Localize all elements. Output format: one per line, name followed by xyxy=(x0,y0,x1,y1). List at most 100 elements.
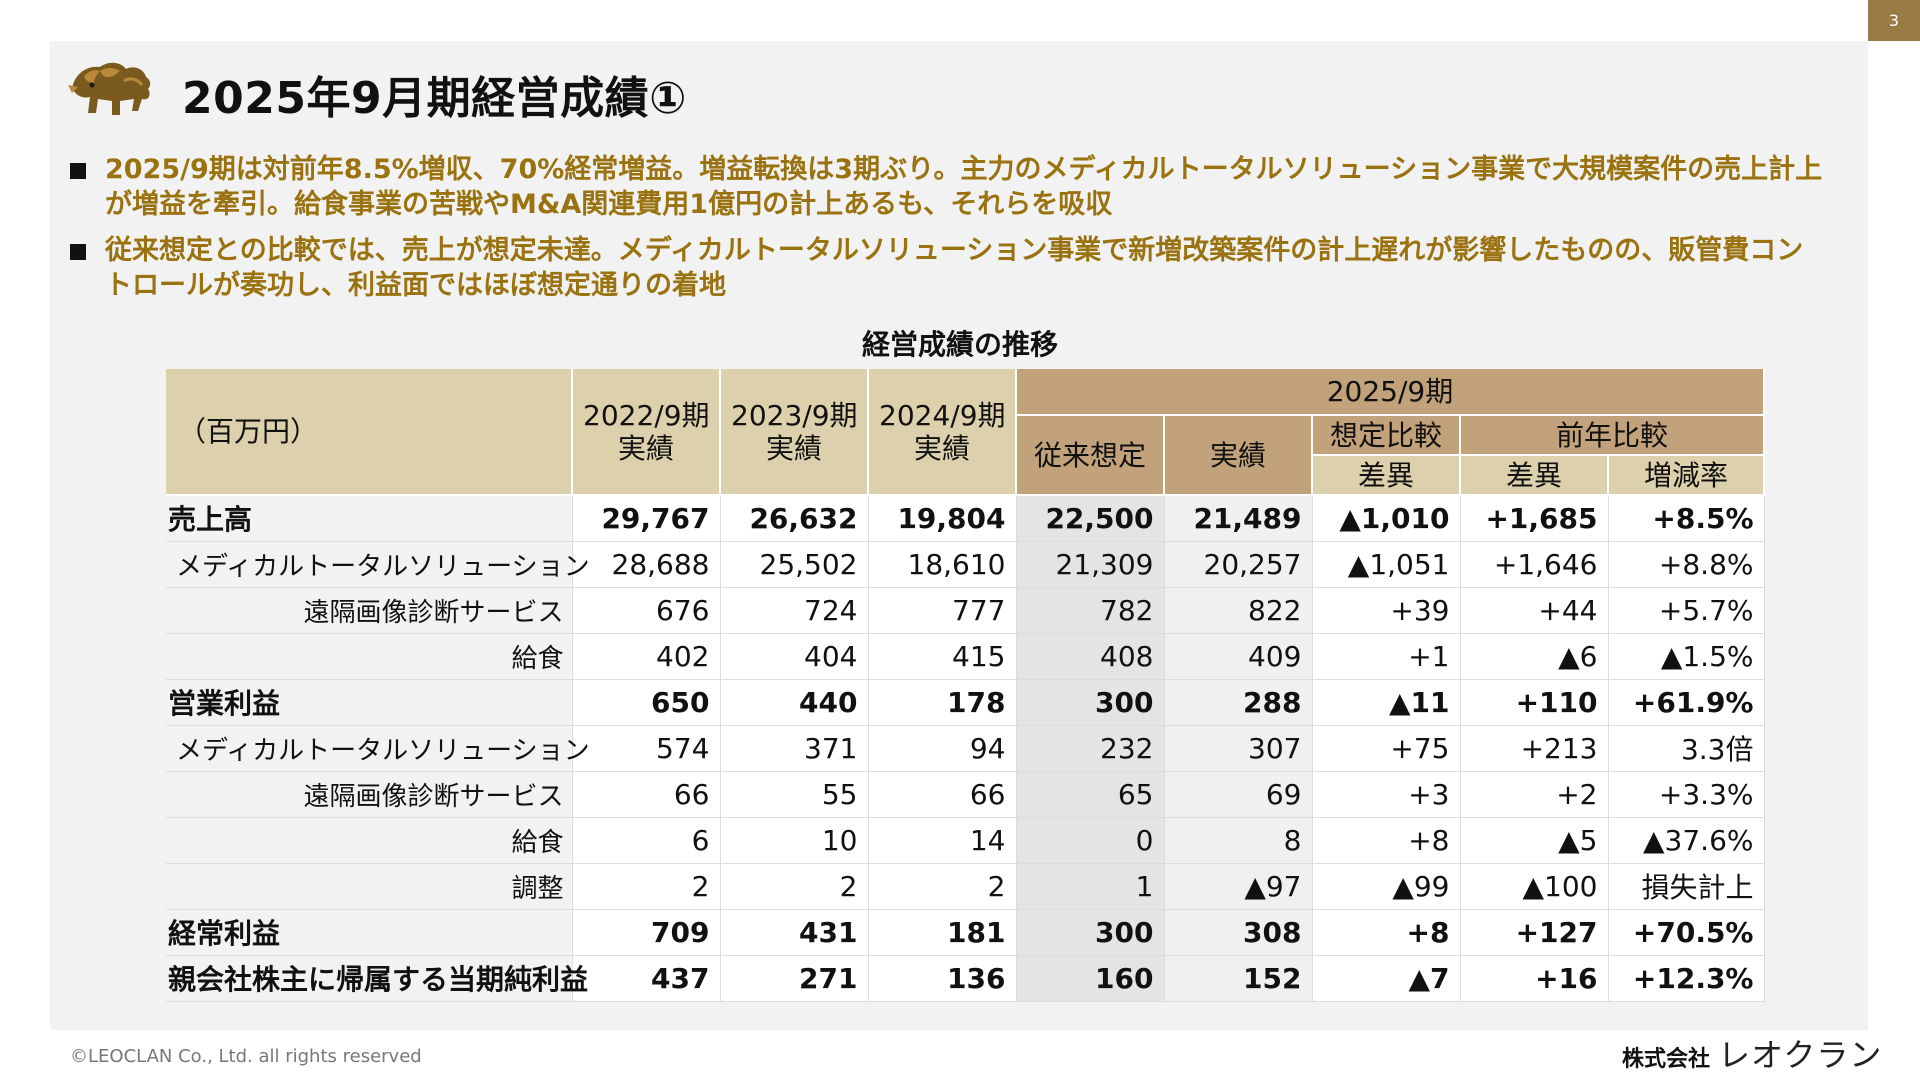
row-label: 遠隔画像診断サービス xyxy=(166,771,573,818)
table-cell: 2 xyxy=(720,863,869,910)
table-cell: ▲100 xyxy=(1460,863,1609,910)
table-cell: 371 xyxy=(720,725,869,772)
table-cell: 3.3倍 xyxy=(1608,725,1765,772)
copyright: ©LEOCLAN Co., Ltd. all rights reserved xyxy=(70,1046,422,1067)
table-cell: 404 xyxy=(720,633,869,680)
row-label: メディカルトータルソリューション xyxy=(166,541,590,588)
table-cell: 300 xyxy=(1016,679,1165,726)
row-label: 給食 xyxy=(166,817,573,864)
table-row: 営業利益 650 440 178 300 288 ▲11 +110 +61.9% xyxy=(166,679,1765,726)
table-cell: 178 xyxy=(868,679,1017,726)
table-cell: 29,767 xyxy=(572,495,721,542)
unit-header: （百万円） xyxy=(166,369,573,496)
row-label: 給食 xyxy=(166,633,573,680)
table-cell: ▲1.5% xyxy=(1608,633,1765,680)
table-cell: 160 xyxy=(1016,955,1165,1002)
table-cell: 440 xyxy=(720,679,869,726)
table-cell: 181 xyxy=(868,909,1017,956)
table-cell: 415 xyxy=(868,633,1017,680)
table-cell: ▲97 xyxy=(1164,863,1313,910)
table-cell: ▲37.6% xyxy=(1608,817,1765,864)
table-cell: +61.9% xyxy=(1608,679,1765,726)
table-cell: ▲7 xyxy=(1312,955,1461,1002)
table-cell: +1,685 xyxy=(1460,495,1609,542)
table-cell: 69 xyxy=(1164,771,1313,818)
header-diff-forecast: 差異 xyxy=(1312,455,1461,496)
table-cell: 650 xyxy=(572,679,721,726)
table-cell: 724 xyxy=(720,587,869,634)
page-title: 2025年9月期経営成績① xyxy=(182,73,687,124)
row-label: 遠隔画像診断サービス xyxy=(166,587,573,634)
table-row: 調整 2 2 2 1 ▲97 ▲99 ▲100 損失計上 xyxy=(166,863,1765,910)
table-cell: 25,502 xyxy=(720,541,869,588)
bullet-square-icon xyxy=(70,244,86,260)
lion-logo-icon xyxy=(68,62,151,115)
table-cell: +3 xyxy=(1312,771,1461,818)
bullet-text: 2025/9期は対前年8.5%増収、70%経常増益。増益転換は3期ぶり。主力のメ… xyxy=(105,154,1823,220)
table-row: 給食 402 404 415 408 409 +1 ▲6 ▲1.5% xyxy=(166,633,1765,680)
header-period: 2024/9期 xyxy=(879,398,1006,432)
table-cell: +8.5% xyxy=(1608,495,1765,542)
table-cell: 676 xyxy=(572,587,721,634)
row-label: 調整 xyxy=(166,863,573,910)
table-cell: 21,309 xyxy=(1016,541,1165,588)
header-forecast: 従来想定 xyxy=(1016,415,1165,496)
table-cell: ▲6 xyxy=(1460,633,1609,680)
table-cell: 136 xyxy=(868,955,1017,1002)
table-cell: +12.3% xyxy=(1608,955,1765,1002)
header-rate: 増減率 xyxy=(1608,455,1765,496)
table-cell: +75 xyxy=(1312,725,1461,772)
row-label: 売上高 xyxy=(166,495,573,542)
company-brand: レオクラン xyxy=(1718,1036,1883,1074)
table-body: 売上高 29,767 26,632 19,804 22,500 21,489 ▲1,010 +… xyxy=(166,495,1765,1002)
table-cell: 431 xyxy=(720,909,869,956)
header-vs-prior: 前年比較 xyxy=(1460,415,1765,456)
table-cell: 22,500 xyxy=(1016,495,1165,542)
table-cell: 822 xyxy=(1164,587,1313,634)
row-label: メディカルトータルソリューション xyxy=(166,725,590,772)
header-period: 2022/9期 xyxy=(583,398,710,432)
header-fy2023: 2023/9期 実績 xyxy=(720,369,869,496)
table-cell: 6 xyxy=(572,817,721,864)
header-actual: 実績 xyxy=(617,431,674,465)
table-cell: 709 xyxy=(572,909,721,956)
table-cell: 2 xyxy=(572,863,721,910)
table-cell: 65 xyxy=(1016,771,1165,818)
table-cell: 損失計上 xyxy=(1608,863,1765,910)
table-cell: 777 xyxy=(868,587,1017,634)
table-cell: 26,632 xyxy=(720,495,869,542)
row-label: 営業利益 xyxy=(166,679,573,726)
table-row: メディカルトータルソリューション 28,688 25,502 18,610 21,309… xyxy=(166,541,1765,588)
table-cell: +1 xyxy=(1312,633,1461,680)
table-cell: 2 xyxy=(868,863,1017,910)
row-label: 経常利益 xyxy=(166,909,573,956)
table-cell: 308 xyxy=(1164,909,1313,956)
header-fy2025: 2025/9期 xyxy=(1016,369,1765,416)
row-label: 親会社株主に帰属する当期純利益 xyxy=(166,955,588,1002)
table-cell: 288 xyxy=(1164,679,1313,726)
table-cell: 0 xyxy=(1016,817,1165,864)
company-prefix: 株式会社 xyxy=(1622,1047,1711,1072)
table-cell: 94 xyxy=(868,725,1017,772)
table-row: メディカルトータルソリューション 574 371 94 232 307 +75 +213 3.3… xyxy=(166,725,1765,772)
table-cell: +2 xyxy=(1460,771,1609,818)
table-cell: +16 xyxy=(1460,955,1609,1002)
table-row: 経常利益 709 431 181 300 308 +8 +127 +70.5% xyxy=(166,909,1765,956)
table-cell: 307 xyxy=(1164,725,1313,772)
bullet-item: 従来想定との比較では、売上が想定未達。メディカルトータルソリューション事業で新増… xyxy=(70,233,1830,303)
table-cell: 20,257 xyxy=(1164,541,1313,588)
table-row: 親会社株主に帰属する当期純利益 437 271 136 160 152 ▲7 +16 +12.3… xyxy=(166,955,1765,1002)
header-actual: 実績 xyxy=(765,431,822,465)
header-period: 2023/9期 xyxy=(731,398,858,432)
table-cell: 1 xyxy=(1016,863,1165,910)
table-cell: +8 xyxy=(1312,817,1461,864)
table-row: 遠隔画像診断サービス 676 724 777 782 822 +39 +44 +5.7% xyxy=(166,587,1765,634)
table-cell: +3.3% xyxy=(1608,771,1765,818)
table-cell: ▲1,051 xyxy=(1312,541,1461,588)
table-cell: 402 xyxy=(572,633,721,680)
table-cell: 8 xyxy=(1164,817,1313,864)
table-cell: 300 xyxy=(1016,909,1165,956)
table-cell: +39 xyxy=(1312,587,1461,634)
table-cell: +8 xyxy=(1312,909,1461,956)
table-cell: 18,610 xyxy=(868,541,1017,588)
